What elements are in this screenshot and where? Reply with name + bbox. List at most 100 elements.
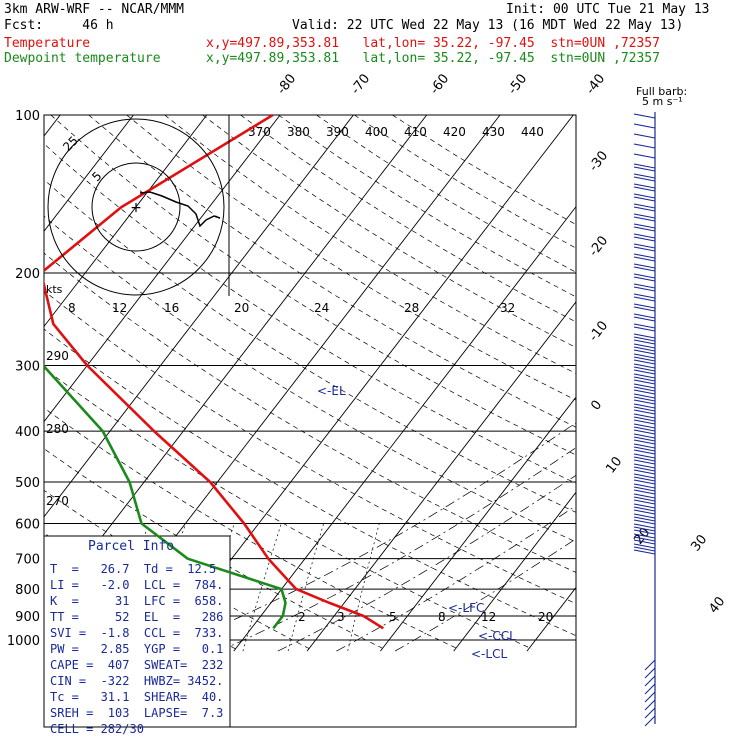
isotherm-label: -80 [274, 71, 299, 97]
barb-flag [633, 153, 656, 159]
wind-barb [633, 513, 656, 525]
dry-adiabat-line [44, 489, 310, 650]
barb-flag [633, 263, 656, 269]
wind-barb [633, 383, 656, 395]
wind-barb [633, 493, 656, 505]
barb-flag [633, 303, 656, 309]
hodograph-speed-label: 16 [164, 301, 179, 315]
hodograph-speed-label: 28 [404, 301, 419, 315]
barb-flag [633, 196, 656, 202]
dry-adiabat-line [44, 407, 459, 650]
theta-label: 410 [404, 125, 427, 139]
barb-flag [633, 399, 656, 405]
wind-barb [633, 143, 656, 149]
theta-label: 390 [326, 125, 349, 139]
wind-barb [644, 667, 656, 679]
barb-flag [633, 443, 656, 449]
hodograph-origin-marker: + [130, 200, 142, 216]
dewpoint-location: x,y=497.89,353.81 lat,lon= 35.22, -97.45… [206, 51, 660, 66]
barb-flag [633, 516, 656, 522]
dry-adiabat-line [44, 179, 576, 513]
hodograph-speed-label: 12 [112, 301, 127, 315]
wind-barb [633, 403, 656, 415]
mixing-ratio-label: 8 [438, 610, 446, 624]
barb-flag [633, 429, 656, 435]
wind-barb [633, 133, 656, 139]
barb-flag [633, 466, 656, 472]
barb-flag [633, 489, 656, 495]
barb-flag [633, 403, 656, 409]
theta-label: 270 [46, 494, 69, 508]
wind-barb [633, 263, 656, 272]
wind-barb [633, 363, 656, 375]
barb-flag [633, 113, 656, 119]
dry-adiabat-line [392, 115, 576, 225]
barb-flag [633, 499, 656, 505]
mixing-ratio-label: 12 [481, 610, 496, 624]
isotherm-label: -70 [348, 71, 373, 97]
barb-flag [633, 333, 656, 339]
barb-flag [633, 253, 656, 259]
wind-barb [633, 253, 656, 262]
barb-flag [633, 386, 656, 392]
hodograph-axis-label: kts [46, 283, 63, 296]
dry-adiabat-line [44, 290, 576, 605]
wind-barb [644, 675, 656, 687]
wind-barb [644, 659, 656, 671]
dry-adiabat-line [44, 328, 576, 637]
barb-key-title: Full barb: [636, 85, 688, 98]
barb-flag [633, 426, 656, 432]
wind-barb [633, 353, 656, 365]
wind-barb [633, 333, 656, 345]
moist-adiabat-line [394, 538, 576, 652]
barb-flag [633, 406, 656, 412]
isotherm-label: -10 [586, 318, 611, 344]
barb-flag [633, 316, 656, 322]
wind-barb [644, 715, 656, 727]
barb-flag [633, 223, 656, 229]
pressure-tick-label: 600 [15, 518, 40, 533]
hodograph-ring-label: 5 [89, 169, 104, 184]
isotherm-label: -20 [586, 233, 611, 259]
barb-flag [633, 216, 656, 222]
barb-flag [633, 413, 656, 419]
isotherm-line [44, 115, 281, 423]
pressure-tick-label: 200 [15, 267, 40, 282]
wind-barb [633, 543, 656, 555]
wind-barb [633, 443, 656, 455]
wind-barb [633, 343, 656, 355]
parcel-row: T = 26.7 Td = 12.5 [50, 562, 217, 576]
wind-barb [633, 393, 656, 405]
barb-flag [633, 523, 656, 529]
isotherm-line [526, 586, 576, 652]
barb-flag [633, 456, 656, 462]
dry-adiabat-line [0, 115, 13, 649]
theta-label: 430 [482, 125, 505, 139]
isotherm-line [453, 491, 576, 652]
moist-adiabat-line [336, 505, 576, 652]
barb-flag [633, 123, 656, 129]
wind-barb [633, 303, 656, 312]
barb-flag [633, 326, 656, 332]
dry-adiabat-line [44, 367, 533, 650]
wind-barb [633, 233, 656, 242]
barb-flag [633, 313, 656, 319]
plot-frame [43, 114, 577, 728]
wind-barb [633, 533, 656, 545]
barb-flag [633, 483, 656, 489]
isotherm-line [44, 115, 208, 328]
pressure-tick-label: 100 [15, 109, 40, 124]
barb-flag [633, 233, 656, 239]
barb-flag [633, 439, 656, 445]
dewpoint-trace [44, 364, 287, 630]
barb-flag [633, 479, 656, 485]
pressure-tick-label: 400 [15, 425, 40, 440]
hodograph-speed-label: 24 [314, 301, 329, 315]
wind-barb [633, 243, 656, 252]
parcel-info-title: Parcel Info [88, 539, 175, 554]
dry-adiabat-line [164, 115, 576, 374]
barb-flag [633, 206, 656, 212]
barb-flag [633, 549, 656, 555]
mixing-ratio-label: 5 [389, 610, 397, 624]
